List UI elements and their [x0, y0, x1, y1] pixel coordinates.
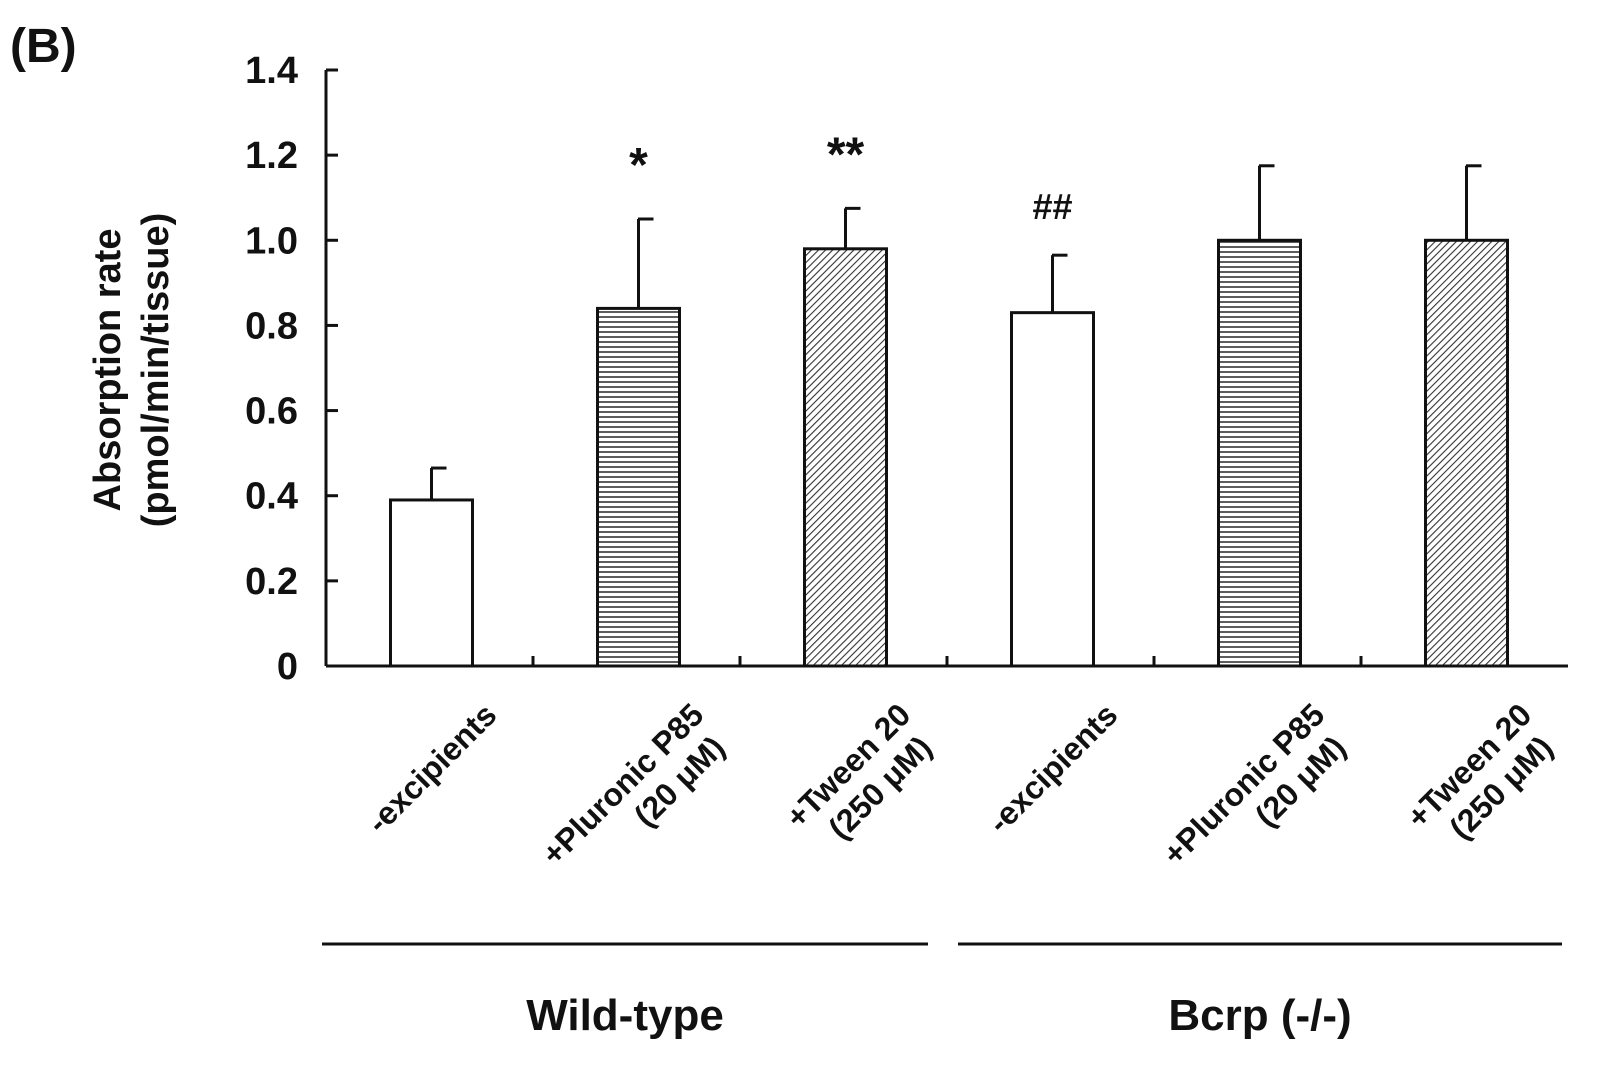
y-tick-label: 1.0 [245, 220, 298, 262]
category-label-line1: -excipients [981, 696, 1125, 840]
y-axis-title: Absorption rate (pmol/min/tissue) [87, 213, 177, 528]
category-label: +Pluronic P85(20 μM) [1156, 696, 1353, 872]
y-tick-label: 0.4 [245, 476, 298, 518]
significance-marker: * [629, 139, 648, 192]
category-label-line1: -excipients [360, 696, 504, 840]
bar [1217, 238, 1302, 668]
group-label: Wild-type [526, 991, 724, 1040]
bar [1010, 311, 1095, 668]
y-tick-label: 1.4 [245, 50, 298, 92]
significance-marker: ## [1032, 186, 1072, 227]
category-label: -excipients [360, 696, 504, 840]
y-tick-label: 1.2 [245, 135, 298, 177]
y-tick-label: 0.8 [245, 305, 298, 347]
category-label: +Pluronic P85(20 μM) [535, 696, 732, 872]
group-label: Bcrp (-/-) [1168, 991, 1351, 1040]
significance-marker: ** [827, 128, 865, 181]
bar [803, 247, 888, 668]
category-label: +Tween 20(250 μM) [1400, 696, 1560, 846]
bars: * **## [389, 128, 1509, 668]
y-tick-label: 0.2 [245, 561, 298, 603]
bar [1424, 238, 1509, 668]
category-labels: -excipients +Pluronic P85(20 μM) +Tween 20… [360, 696, 1560, 872]
y-tick-label: 0.6 [245, 391, 298, 433]
panel-label: (B) [10, 20, 77, 73]
y-axis-title-line1: Absorption rate [87, 229, 129, 512]
bar [389, 498, 474, 668]
category-label: +Tween 20(250 μM) [779, 696, 939, 846]
y-tick-label: 0 [277, 646, 298, 688]
y-axis-title-line2: (pmol/min/tissue) [135, 213, 177, 528]
axes: 0 0.2 0.4 0.6 0.8 1.0 1.2 1.4 [245, 50, 1568, 688]
bar [596, 306, 681, 668]
group-labels: Wild-type Bcrp (-/-) [322, 942, 1562, 1040]
category-label: -excipients [981, 696, 1125, 840]
